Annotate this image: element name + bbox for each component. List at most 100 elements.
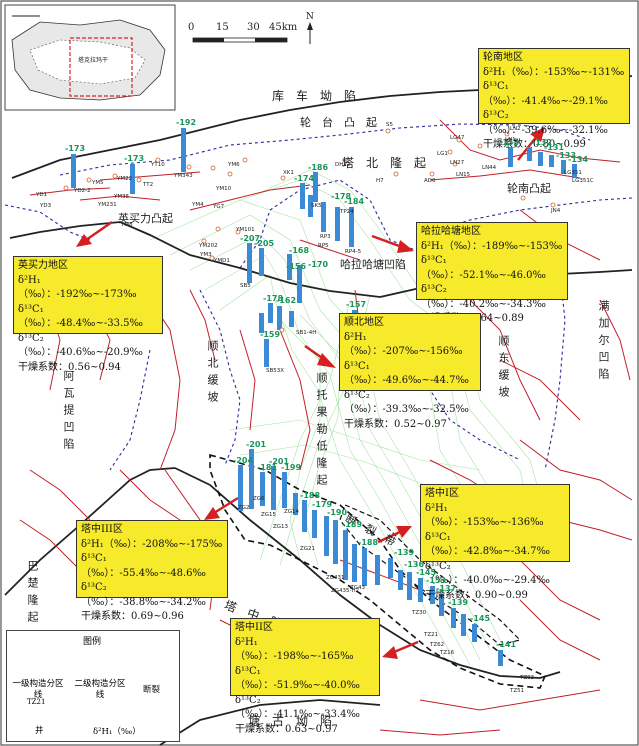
value-label: -139 xyxy=(448,598,469,607)
box-shunbei-title: 顺北地区 xyxy=(344,317,384,328)
value-label: -179 xyxy=(312,500,333,509)
region-awati: 阿瓦提凹陷 xyxy=(62,370,75,455)
well-label: LG1 xyxy=(437,151,448,157)
arrow-shunbei xyxy=(304,345,336,368)
box-shunbei-c1: δ¹³C₁（‰）：-49.6‰~-44.7‰ xyxy=(344,360,469,387)
north-arrow-icon xyxy=(307,22,313,44)
box-yingmaili-dry: 干燥系数：0.56~0.94 xyxy=(18,361,121,373)
legend-well: 井 xyxy=(35,726,44,736)
arrow-tazhong3 xyxy=(204,496,239,520)
value-label: -131 xyxy=(544,143,565,152)
box-tazhong3-h1: δ²H₁（‰）：-208‰~-175‰ xyxy=(81,538,223,550)
well-label: YM22 xyxy=(117,176,133,182)
box-tazhong2-h1: δ²H₁（‰）：-198‰~-165‰ xyxy=(235,636,354,663)
value-label: -132 xyxy=(532,138,553,147)
well-label: YT10 xyxy=(151,162,165,168)
well-label: XK1 xyxy=(283,170,294,176)
value-label: -145 xyxy=(470,614,491,623)
value-label: -190 xyxy=(327,508,348,517)
value-label: -133 xyxy=(556,151,577,160)
scale-tick-45km: 45km xyxy=(269,22,298,33)
well-label: LN15 xyxy=(456,172,471,178)
well-label: YM4 xyxy=(192,202,204,208)
box-halahatang: 哈拉哈塘地区 δ²H₁（‰）：-189‰~-153‰ δ¹³C₁（‰）：-52.… xyxy=(416,222,568,324)
well-label: YD2-2 xyxy=(74,188,91,194)
value-label: -199 xyxy=(281,463,302,472)
value-label: -186 xyxy=(308,163,329,172)
well-label: YM10 xyxy=(216,186,232,192)
delta-h-bars xyxy=(71,128,577,666)
well-label: YM343 xyxy=(174,173,193,179)
well-label: YD1 xyxy=(36,192,48,198)
well-label: RP5 xyxy=(318,243,329,249)
box-halahatang-title: 哈拉哈塘地区 xyxy=(421,226,481,237)
region-yingmaili-uplift: 英买力凸起 xyxy=(118,212,173,225)
value-label: -189 xyxy=(342,520,363,529)
legend: 图例 一级构造分区线 二级构造分区线 断裂 TZ21 井 δ²H₁（‰） xyxy=(6,630,180,742)
value-label: -134 xyxy=(568,155,589,164)
well-label: TZ51 xyxy=(510,688,525,694)
box-shunbei-c2: δ¹³C₂（‰）：-39.3‰~-32.5‰ xyxy=(344,389,469,416)
box-tazhong1-h1: δ²H₁（‰）：-153‰~-136‰ xyxy=(425,502,544,529)
box-lunnan: 轮南地区 δ²H₁（‰）：-153‰~-131‰ δ¹³C₁（‰）：-41.4‰… xyxy=(478,48,630,150)
scale-tick-0: 0 xyxy=(188,22,195,33)
box-tazhong2: 塔中II区 δ²H₁（‰）：-198‰~-165‰ δ¹³C₁（‰）：-51.9… xyxy=(230,618,380,735)
well-label: YM6 xyxy=(228,162,240,168)
north-label: N xyxy=(306,12,314,22)
value-label: -174 xyxy=(294,174,315,183)
value-label: -188 xyxy=(300,491,321,500)
box-tazhong3: 塔中III区 δ²H₁（‰）：-208‰~-175‰ δ¹³C₁（‰）：-55.… xyxy=(76,520,228,622)
well-label: TZ21 xyxy=(424,632,439,638)
box-tazhong1: 塔中I区 δ²H₁（‰）：-153‰~-136‰ δ¹³C₁（‰）：-42.8‰… xyxy=(420,484,570,601)
legend-histogram: δ²H₁（‰） xyxy=(93,727,141,737)
legend-title: 图例 xyxy=(83,637,102,647)
box-tazhong3-title: 塔中III区 xyxy=(81,524,123,535)
well-label: SB53X xyxy=(266,368,285,374)
region-manjiaer: 满加尔凹陷 xyxy=(597,300,610,385)
value-label: -153 xyxy=(426,576,447,585)
box-halahatang-c1: δ¹³C₁（‰）：-52.1‰~-46.0‰ xyxy=(421,255,546,281)
box-tazhong2-c2: δ¹³C₂（‰）：-41.1‰~-33.4‰ xyxy=(235,694,360,721)
well-label: AD6 xyxy=(424,178,436,184)
well-label: JN4 xyxy=(551,208,561,214)
box-tazhong2-title: 塔中II区 xyxy=(235,622,273,633)
well-label: ZG435-H2 xyxy=(331,588,360,594)
well-label: LN44 xyxy=(482,165,497,171)
well-label: DH22 xyxy=(335,162,351,168)
well-label: ZG431 xyxy=(326,575,345,581)
fault-belt-outline xyxy=(339,504,522,646)
well-label: RP4-5 xyxy=(345,249,362,255)
region-halahatang-sag: 哈拉哈塘凹陷 xyxy=(340,258,406,271)
value-label: -201 xyxy=(246,440,267,449)
well-label: SB5 xyxy=(240,283,251,289)
well-label: LN27 xyxy=(450,160,465,166)
value-label: -159 xyxy=(260,330,281,339)
region-lunwa: 轮 台 凸 起 xyxy=(300,116,377,129)
well-label: LG351 xyxy=(564,170,582,176)
region-shunbei: 顺北缓坡 xyxy=(206,340,219,408)
box-shunbei-dry: 干燥系数：0.52~0.97 xyxy=(344,418,447,430)
inset-map xyxy=(4,4,176,111)
box-tazhong3-c1: δ¹³C₁（‰）：-55.4‰~-48.6‰ xyxy=(81,553,206,579)
arrow-yingmaili xyxy=(76,221,113,247)
well-label: LG351C xyxy=(572,178,594,184)
value-label: -205 xyxy=(254,239,275,248)
value-label: -178 xyxy=(263,294,284,303)
box-yingmaili-c2: δ¹³C₂（‰）：-40.6‰~-20.9‰ xyxy=(18,332,143,359)
well-label: TP24 xyxy=(340,209,354,215)
box-lunnan-title: 轮南地区 xyxy=(483,52,523,63)
well-label: RP3 xyxy=(320,234,331,240)
box-lunnan-c2: δ¹³C₂（‰）：-39.6‰~-32.1‰ xyxy=(483,110,608,136)
value-label: -156 xyxy=(286,262,307,271)
scale-tick-15: 15 xyxy=(216,22,229,33)
region-tabei: 塔 北 隆 起 xyxy=(342,156,427,170)
box-tazhong1-dry: 干燥系数：0.90~0.99 xyxy=(425,589,528,601)
legend-second-order: 二级构造分区线 xyxy=(74,679,126,700)
well-label: YM3 xyxy=(200,252,212,258)
value-label: -178 xyxy=(331,192,352,201)
region-shundong: 顺东缓坡 xyxy=(497,335,510,403)
box-tazhong2-dry: 干燥系数：0.63~0.97 xyxy=(235,723,338,735)
arrow-halahatang xyxy=(371,234,414,253)
box-tazhong3-c2: δ¹³C₂（‰）：-38.8‰~-34.2‰ xyxy=(81,582,206,608)
box-halahatang-c2: δ¹³C₂（‰）：-40.2‰~-34.3‰ xyxy=(421,284,546,310)
